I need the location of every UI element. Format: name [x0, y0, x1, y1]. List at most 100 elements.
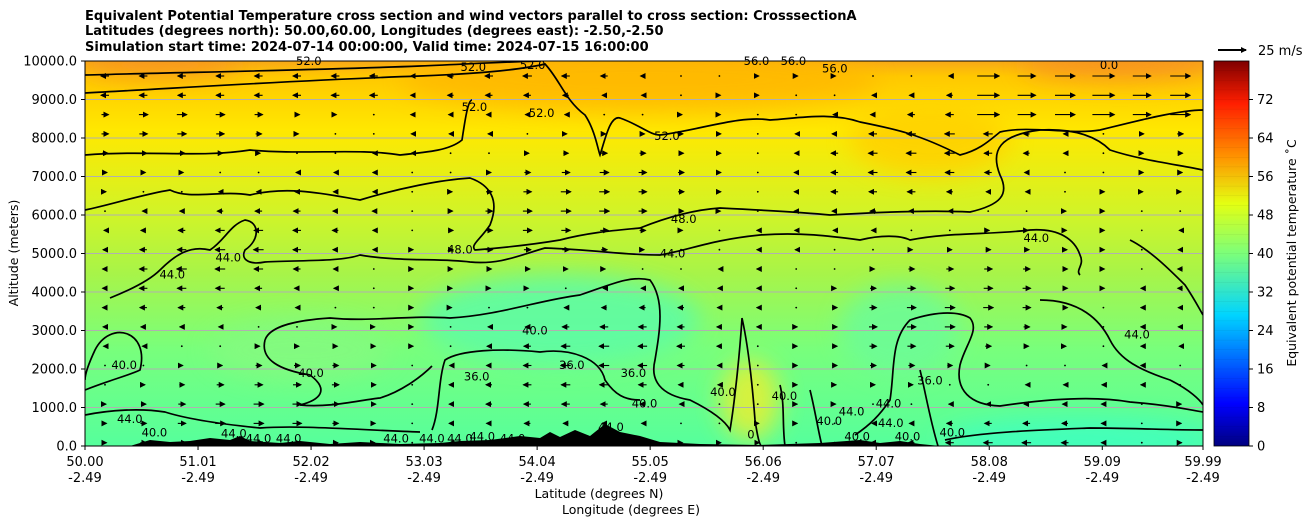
wind-vector — [795, 113, 798, 116]
wind-vector — [718, 248, 721, 251]
wind-vector — [756, 345, 759, 348]
contour-label: 44.0 — [876, 397, 902, 411]
wind-vector — [718, 75, 721, 77]
colorbar-label: Equivalent potential temperature ˚C — [1284, 139, 1299, 367]
x-tick-label-lat: 51.01 — [179, 455, 216, 470]
wind-vector — [411, 364, 414, 367]
x-tick-label-lon: -2.49 — [68, 471, 102, 486]
wind-vector — [603, 113, 606, 116]
contour-label: 40.0 — [844, 429, 870, 443]
contour-line — [944, 427, 1203, 441]
colorbar-bands — [1214, 70, 1249, 437]
contour-label: 40.0 — [298, 366, 324, 380]
wind-vector — [1064, 190, 1066, 193]
contour-label: 48.0 — [447, 243, 473, 257]
wind-vector — [526, 133, 529, 135]
wind-vector — [641, 113, 644, 116]
wind-vector — [910, 229, 913, 232]
contour-line — [85, 128, 1203, 251]
wind-vectors — [100, 73, 1192, 446]
title-line-2: Latitudes (degrees north): 50.00,60.00, … — [85, 24, 664, 39]
wind-vector — [372, 268, 375, 270]
wind-vector — [987, 210, 990, 213]
contour-line — [264, 277, 763, 446]
contour-line — [779, 384, 786, 446]
contour-label: 40.0 — [772, 389, 798, 403]
wind-vector — [411, 210, 414, 213]
contour-label: 40.0 — [142, 426, 168, 440]
contour-label: 44.0 — [383, 431, 409, 445]
contour-line — [431, 349, 641, 431]
y-axis-label: Altitude (meters) — [6, 200, 21, 307]
contour-label: 44.0 — [598, 420, 624, 434]
title-line-3: Simulation start time: 2024-07-14 00:00:… — [85, 40, 649, 55]
contour-label: 48.0 — [671, 212, 697, 226]
wind-vector — [1102, 306, 1105, 309]
contour-line — [85, 99, 473, 156]
colorbar-ticks: 0 8 16 24 32 40 48 56 64 72 — [1249, 93, 1274, 455]
wind-vector — [296, 326, 298, 328]
wind-vector — [1140, 268, 1143, 270]
wind-vector — [833, 441, 836, 444]
contour-label: 44.0 — [276, 431, 302, 445]
wind-vector — [718, 422, 721, 425]
wind-vector — [948, 229, 951, 232]
contour-line — [809, 389, 823, 446]
wind-vector — [1064, 364, 1066, 367]
contour-label: 40.0 — [895, 429, 921, 443]
y-tick-label: 5000.0 — [32, 247, 78, 262]
wind-vector — [872, 248, 874, 251]
contour-label: 40.0 — [111, 358, 137, 372]
colorbar-tick-label: 32 — [1257, 286, 1274, 301]
y-tick-label: 8000.0 — [32, 132, 78, 147]
wind-vector — [1140, 210, 1143, 213]
wind-vector — [219, 171, 222, 174]
colorbar-tick-label: 8 — [1257, 401, 1265, 416]
wind-vector — [488, 152, 490, 155]
wind-vector — [833, 268, 836, 270]
contour-line — [854, 312, 1203, 436]
colorbar-tick-label: 72 — [1257, 93, 1274, 108]
title-line-1: Equivalent Potential Temperature cross s… — [85, 9, 857, 24]
contour-label: 44.0 — [419, 431, 445, 445]
contour-label: 40.0 — [816, 414, 842, 428]
wind-vector — [756, 152, 759, 155]
x-tick-label-lon: -2.49 — [520, 471, 554, 486]
contour-label: 40.0 — [522, 324, 548, 338]
wind-vector — [411, 441, 414, 444]
wind-vector — [257, 326, 260, 328]
wind-vector — [795, 94, 798, 97]
wind-vector — [411, 422, 414, 425]
x-tick-label-lat: 59.09 — [1084, 455, 1121, 470]
contour-label: 52.0 — [462, 100, 488, 114]
y-tick-label: 9000.0 — [32, 93, 78, 108]
wind-vector — [1102, 133, 1105, 135]
wind-vector — [1140, 229, 1143, 232]
contour-label: 52.0 — [529, 106, 555, 120]
contour-line — [85, 409, 421, 433]
wind-vector — [1102, 171, 1105, 174]
wind-vector — [372, 287, 375, 290]
colorbar-gradient — [1214, 61, 1249, 446]
y-tick-label: 1000.0 — [32, 401, 78, 416]
x-tick-label-lat: 58.08 — [971, 455, 1008, 470]
x-tick-label-lat: 59.99 — [1184, 455, 1221, 470]
wind-vector — [833, 248, 836, 251]
wind-vector — [1102, 152, 1105, 155]
wind-vector — [987, 383, 990, 386]
x-axis-label-lat: Latitude (degrees N) — [535, 486, 664, 501]
wind-vector — [219, 345, 222, 348]
contour-label: 44.0 — [660, 247, 686, 261]
contour-line — [109, 219, 1083, 299]
wind-vector — [564, 287, 567, 290]
contour-line — [1129, 239, 1203, 316]
contour-label: 36.0 — [917, 374, 943, 388]
wind-vector — [180, 345, 183, 348]
wind-vector — [411, 403, 414, 405]
y-tick-label: 7000.0 — [32, 170, 78, 185]
x-tick-label-lat: 50.00 — [66, 455, 103, 470]
contour-label: 44.0 — [1023, 231, 1049, 245]
wind-vector — [1102, 345, 1105, 348]
contour-label: 36.0 — [621, 366, 647, 380]
